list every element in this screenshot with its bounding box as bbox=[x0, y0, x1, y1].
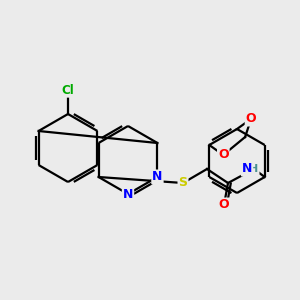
Text: N: N bbox=[242, 163, 252, 176]
Text: H: H bbox=[249, 164, 259, 174]
Text: S: S bbox=[178, 176, 188, 190]
Text: O: O bbox=[246, 112, 256, 125]
Text: N: N bbox=[123, 188, 133, 200]
Text: O: O bbox=[219, 199, 229, 212]
Text: N: N bbox=[152, 170, 163, 184]
Text: Cl: Cl bbox=[61, 84, 74, 97]
Text: O: O bbox=[218, 148, 229, 161]
